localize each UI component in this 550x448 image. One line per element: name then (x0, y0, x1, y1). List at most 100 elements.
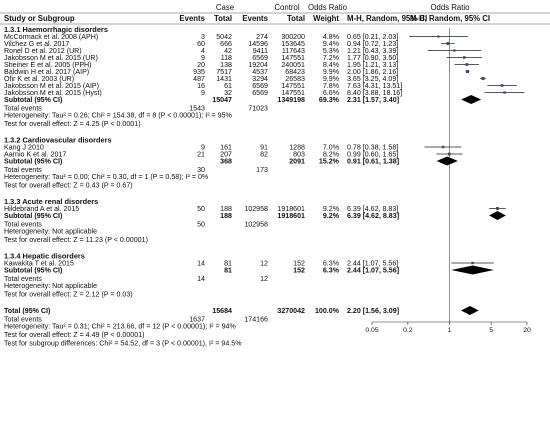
case-total-header: Total (214, 14, 232, 23)
subtotal-label: Subtotal (95% CI) (4, 212, 63, 220)
method-header: M-H, Random, 95% CI (347, 14, 427, 23)
control-total: 147551 (281, 82, 305, 90)
case-total: 1431 (216, 75, 232, 83)
control-total: 300200 (281, 33, 305, 41)
heterogeneity-text: Heterogeneity: Tau² = 0.31; Chi² = 213.6… (4, 323, 237, 331)
axis-tick-label: 0.05 (365, 327, 378, 334)
control-total: 152 (293, 260, 305, 268)
subtotal-control-total: 2091 (289, 158, 305, 166)
case-total: 666 (220, 40, 232, 48)
study-name: Jakobsson M et al. 2015 (UR) (4, 54, 98, 62)
study-name: Ronel D et al. 2012 (UR) (4, 47, 82, 55)
total-control-events: 71023 (248, 105, 268, 113)
case-total: 32 (224, 89, 232, 97)
study-point (465, 70, 469, 73)
total-case-events: 50 (197, 221, 205, 229)
subtotal-case-total: 368 (220, 158, 232, 166)
study-odds-ratio: 6.39 [4.62, 8.83] (347, 205, 398, 213)
case-events: 21 (197, 151, 205, 159)
total-case-events: 1637 (189, 316, 205, 324)
case-events: 60 (197, 40, 205, 48)
odds-ratio-header: Odds Ratio (308, 3, 348, 12)
study-weight: 8.4% (323, 61, 340, 69)
control-events: 102958 (244, 205, 268, 213)
study-weight: 7.8% (323, 82, 340, 90)
subtotal-label: Subtotal (95% CI) (4, 158, 63, 166)
control-events: 82 (260, 151, 268, 159)
overall-effect-text: Test for overall effect: Z = 4.49 (P < 0… (4, 331, 145, 339)
study-name: Kawakita T et al. 2015 (4, 260, 74, 268)
case-events: 487 (193, 75, 205, 83)
heterogeneity-text: Heterogeneity: Tau² = 0.26; Chi² = 154.3… (4, 112, 233, 120)
total-case-events: 30 (197, 166, 205, 174)
case-header: Case (216, 3, 234, 12)
subtotal-weight: 6.3% (323, 267, 340, 275)
case-events: 9 (201, 89, 205, 97)
case-events-header: Events (179, 14, 205, 23)
overall-effect-text: Test for overall effect: Z = 11.23 (P < … (4, 236, 148, 244)
study-odds-ratio: 1.95 [1.21, 3.13] (347, 61, 398, 69)
control-total: 117643 (282, 47, 305, 55)
study-name: Hildebrand A et al. 2015 (4, 205, 79, 213)
study-point (481, 77, 485, 80)
overall-odds-ratio: 2.20 [1.56, 3.09] (347, 307, 399, 315)
control-events: 91 (260, 144, 268, 152)
case-total: 81 (224, 260, 232, 268)
study-name: Kang J 2010 (4, 144, 44, 152)
total-case-events: 14 (197, 275, 205, 283)
control-events: 12 (260, 260, 268, 268)
study-odds-ratio: 2.00 [1.86, 2.16] (347, 68, 398, 76)
subtotal-case-total: 188 (220, 212, 232, 220)
subtotal-case-total: 81 (224, 267, 232, 275)
case-total: 188 (220, 205, 232, 213)
study-point (462, 56, 466, 59)
axis-tick-label: 0.2 (403, 327, 413, 334)
case-events: 3 (201, 33, 205, 41)
total-events-label: Total events (4, 221, 42, 229)
study-odds-ratio: 1.21 [0.43, 3.39] (347, 47, 398, 55)
study-weight: 6.3% (323, 260, 340, 268)
case-total: 118 (221, 54, 232, 62)
study-odds-ratio: 0.65 [0.21, 2.03] (347, 33, 398, 41)
control-events: 3294 (252, 75, 268, 83)
summary-diamond (451, 265, 494, 275)
study-name: Ofir K et al. 2003 (UR) (4, 75, 74, 83)
study-weight: 8.2% (323, 151, 340, 159)
study-odds-ratio: 0.78 [0.38, 1.58] (347, 144, 398, 152)
subtotal-odds-ratio: 2.44 [1.07, 5.56] (347, 267, 399, 275)
case-total: 161 (220, 144, 232, 152)
study-name: Jakobsson M et al. 2015 (Hyst) (4, 89, 102, 97)
control-total: 68423 (285, 68, 305, 76)
subtotal-odds-ratio: 6.39 [4.62, 8.83] (347, 212, 399, 220)
overall-effect-text: Test for overall effect: Z = 0.43 (P = 0… (4, 182, 133, 190)
study-point (446, 42, 450, 45)
control-total: 153645 (281, 40, 305, 48)
study-point (441, 145, 445, 149)
control-events: 9411 (253, 47, 268, 55)
control-header: Control (274, 3, 299, 12)
control-total: 147551 (281, 89, 305, 97)
total-control-events: 102958 (244, 221, 268, 229)
subgroup-differences-text: Test for subgroup differences: Chi² = 54… (4, 340, 242, 348)
study-odds-ratio: 2.44 [1.07, 5.56] (347, 260, 398, 268)
weight-header: Weight (313, 14, 339, 23)
study-odds-ratio: 0.94 [0.72, 1.23] (347, 40, 398, 48)
subgroup-title: 1.3.3 Acute renal disorders (4, 197, 98, 206)
subtotal-control-total: 152 (293, 267, 305, 275)
study-name: McCormack et al. 2008 (APH) (4, 33, 98, 41)
study-weight: 9.9% (323, 75, 340, 83)
total-events-label: Total events (4, 275, 42, 283)
study-name: Sheiner E et al. 2005 (PPH) (4, 61, 92, 69)
study-column-header: Study or Subgroup (4, 14, 75, 23)
study-name: Jakobsson M et al. 2015 (AIP) (4, 82, 99, 90)
subtotal-control-total: 1918601 (277, 212, 305, 220)
control-events: 6569 (252, 82, 268, 90)
study-name: Aarnio K et al. 2017 (4, 151, 66, 159)
study-weight: 5.3% (323, 47, 340, 55)
study-weight: 6.6% (323, 89, 340, 97)
subtotal-odds-ratio: 0.91 [0.61, 1.38] (347, 158, 399, 166)
plot-method-header: M-H, Random, 95% CI (410, 14, 490, 23)
case-total: 5042 (216, 33, 232, 41)
total-events-label: Total events (4, 166, 42, 174)
study-weight: 9.4% (323, 40, 340, 48)
